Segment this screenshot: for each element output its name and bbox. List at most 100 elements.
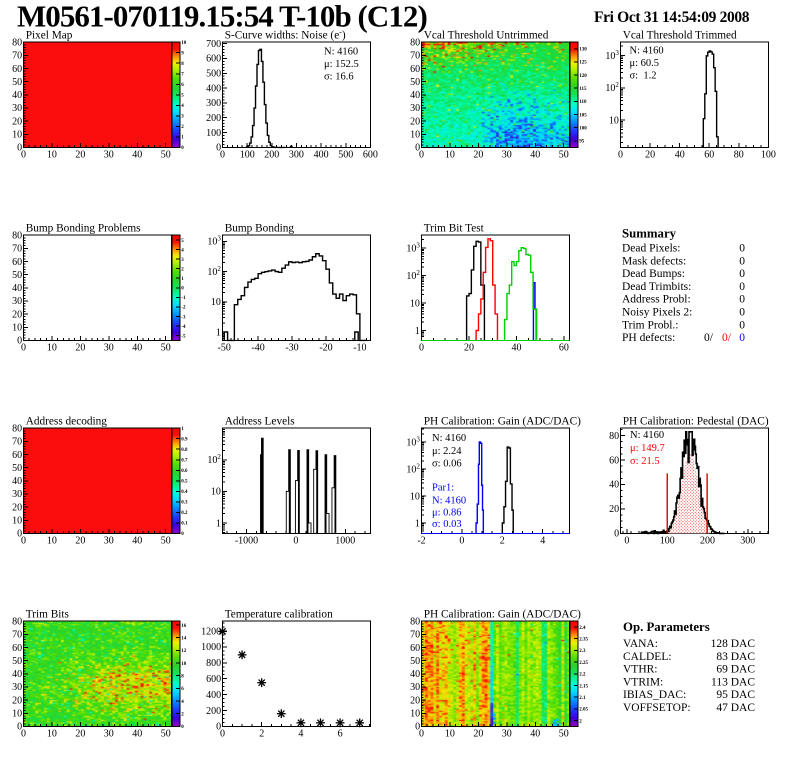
svg-text:VTHR:: VTHR: — [623, 664, 658, 676]
svg-text:102: 102 — [406, 269, 420, 282]
svg-text:0: 0 — [739, 255, 745, 267]
svg-text:10: 10 — [445, 150, 455, 161]
svg-text:Fri Oct 31 14:54:09 2008: Fri Oct 31 14:54:09 2008 — [594, 9, 750, 26]
svg-text:50: 50 — [12, 270, 22, 281]
svg-text:0.9: 0.9 — [181, 438, 188, 443]
svg-text:-1000: -1000 — [235, 536, 258, 547]
svg-text:2: 2 — [181, 268, 184, 273]
svg-text:0: 0 — [293, 536, 298, 547]
svg-text:10: 10 — [47, 343, 57, 354]
svg-text:800: 800 — [206, 658, 221, 669]
svg-text:0: 0 — [181, 287, 184, 292]
svg-text:-10: -10 — [353, 343, 366, 354]
svg-text:0.4: 0.4 — [181, 490, 188, 495]
svg-text:0: 0 — [419, 729, 424, 740]
svg-text:0: 0 — [419, 150, 424, 161]
svg-text:30: 30 — [502, 150, 512, 161]
svg-text:4: 4 — [298, 729, 303, 740]
svg-text:Address decoding: Address decoding — [26, 416, 108, 428]
svg-text:VOFFSETOP:: VOFFSETOP: — [623, 702, 691, 714]
svg-text:20: 20 — [75, 536, 85, 547]
svg-text:μ: 60.5: μ: 60.5 — [630, 58, 660, 69]
svg-text:10: 10 — [181, 662, 187, 667]
svg-text:50: 50 — [410, 77, 420, 88]
svg-text:N: 4160: N: 4160 — [630, 430, 664, 441]
svg-text:0: 0 — [21, 343, 26, 354]
svg-text:3: 3 — [181, 115, 184, 120]
svg-text:83 DAC: 83 DAC — [716, 651, 755, 663]
svg-text:130: 130 — [579, 48, 587, 53]
svg-text:10: 10 — [181, 41, 187, 46]
svg-text:60: 60 — [12, 643, 22, 654]
svg-text:Trim Bit Test: Trim Bit Test — [424, 223, 485, 235]
svg-text:20: 20 — [645, 150, 655, 161]
svg-text:120: 120 — [579, 74, 587, 79]
svg-text:30: 30 — [12, 489, 22, 500]
svg-text:115: 115 — [579, 87, 587, 92]
svg-text:102: 102 — [207, 265, 221, 278]
svg-text:60: 60 — [609, 455, 619, 466]
svg-text:40: 40 — [410, 669, 420, 680]
svg-text:300: 300 — [740, 536, 755, 547]
svg-text:Address Levels: Address Levels — [225, 416, 295, 428]
svg-text:N: 4160: N: 4160 — [432, 433, 466, 444]
svg-text:400: 400 — [314, 150, 329, 161]
svg-text:2: 2 — [500, 536, 505, 547]
svg-text:20: 20 — [473, 150, 483, 161]
svg-text:σ: 16.6: σ: 16.6 — [324, 72, 354, 83]
svg-text:10: 10 — [445, 729, 455, 740]
svg-text:2.4: 2.4 — [579, 626, 586, 631]
svg-text:20: 20 — [12, 309, 22, 320]
svg-text:σ: 21.5: σ: 21.5 — [630, 456, 660, 467]
svg-text:0: 0 — [459, 536, 464, 547]
svg-text:0: 0 — [618, 150, 623, 161]
svg-text:9: 9 — [181, 52, 184, 57]
svg-text:μ: 152.5: μ: 152.5 — [324, 59, 359, 70]
svg-text:10: 10 — [47, 729, 57, 740]
svg-text:10: 10 — [12, 323, 22, 334]
svg-text:PH Calibration: Gain (ADC/DAC): PH Calibration: Gain (ADC/DAC) — [424, 609, 581, 621]
svg-text:5: 5 — [181, 239, 184, 244]
svg-text:Address Probl:: Address Probl: — [622, 294, 691, 306]
svg-text:-2: -2 — [417, 536, 425, 547]
svg-text:0: 0 — [181, 532, 184, 537]
svg-text:60: 60 — [704, 150, 714, 161]
svg-text:10: 10 — [12, 130, 22, 141]
svg-text:Trim Bits: Trim Bits — [26, 609, 69, 621]
svg-text:40: 40 — [132, 343, 142, 354]
svg-text:6: 6 — [338, 729, 343, 740]
svg-text:20: 20 — [75, 343, 85, 354]
svg-text:7: 7 — [181, 73, 184, 78]
svg-text:2: 2 — [181, 713, 184, 718]
svg-text:600: 600 — [206, 54, 221, 65]
svg-text:0: 0 — [739, 281, 745, 293]
svg-text:110: 110 — [579, 100, 587, 105]
svg-text:20: 20 — [12, 502, 22, 513]
svg-text:600: 600 — [206, 674, 221, 685]
svg-text:103: 103 — [207, 235, 221, 248]
svg-text:0: 0 — [216, 722, 221, 733]
svg-text:0.6: 0.6 — [181, 469, 188, 474]
svg-text:0.2: 0.2 — [181, 511, 188, 516]
svg-text:CALDEL:: CALDEL: — [623, 651, 672, 663]
svg-text:Vcal Threshold Untrimmed: Vcal Threshold Untrimmed — [424, 30, 549, 42]
svg-text:2.3: 2.3 — [579, 649, 586, 654]
svg-text:1: 1 — [181, 427, 184, 432]
svg-text:60: 60 — [12, 257, 22, 268]
svg-text:PH defects:: PH defects: — [622, 332, 675, 344]
svg-text:20: 20 — [464, 343, 474, 354]
svg-text:Bump Bonding Problems: Bump Bonding Problems — [26, 223, 141, 235]
svg-text:0: 0 — [419, 343, 424, 354]
svg-text:30: 30 — [410, 103, 420, 114]
svg-text:0: 0 — [739, 307, 745, 319]
svg-text:128 DAC: 128 DAC — [711, 638, 756, 650]
svg-text:Dead Trimbits:: Dead Trimbits: — [622, 281, 691, 293]
svg-text:Mask defects:: Mask defects: — [622, 255, 686, 267]
svg-text:50: 50 — [559, 150, 569, 161]
svg-text:70: 70 — [410, 51, 420, 62]
svg-text:IBIAS_DAC:: IBIAS_DAC: — [623, 689, 686, 701]
svg-text:30: 30 — [12, 296, 22, 307]
svg-text:0: 0 — [739, 243, 745, 255]
svg-text:1: 1 — [181, 277, 184, 282]
svg-text:40: 40 — [530, 150, 540, 161]
